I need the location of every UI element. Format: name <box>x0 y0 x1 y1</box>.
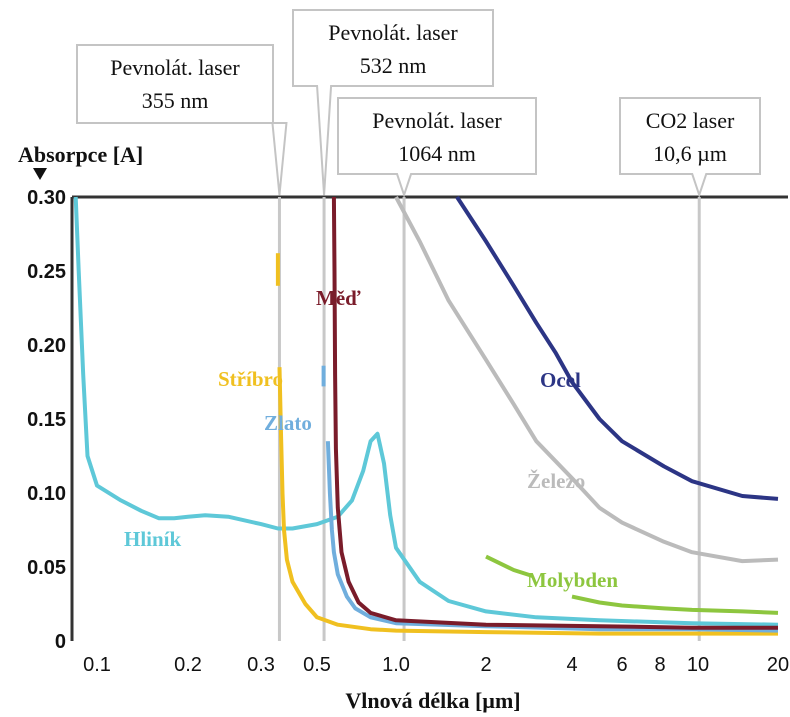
series-labels: Hliník Stříbro Zlato Měď Železo Ocel Molybden <box>124 286 618 592</box>
x-tick-label-3: 0.5 <box>303 654 331 676</box>
series-line-6-1 <box>571 594 779 615</box>
series-2 <box>321 365 779 633</box>
y-tick-label-4: 0.20 <box>27 335 66 357</box>
callout-line2-3: 10,6 µm <box>653 141 727 166</box>
series-line-6-0 <box>485 554 533 578</box>
laser-callouts: Pevnolát. laser 355 nm Pevnolát. laser 532 … <box>76 9 761 199</box>
x-tick-label-10: 20 <box>767 654 789 676</box>
plot-frame <box>70 195 788 641</box>
series-label-2: Zlato <box>264 411 312 435</box>
callout-box-1 <box>292 9 494 196</box>
y-tick-label-1: 0.05 <box>27 557 66 579</box>
series-line-0-0 <box>73 196 779 627</box>
x-tick-label-0: 0.1 <box>83 654 111 676</box>
y-tick-label-6: 0.30 <box>27 187 66 209</box>
series-line-4-0 <box>394 196 779 564</box>
callout-box-3 <box>619 97 761 199</box>
callout-box-0 <box>76 44 288 196</box>
series-line-1-1 <box>277 367 778 636</box>
series-3 <box>331 196 778 630</box>
callout-2: Pevnolát. laser 1064 nm <box>337 97 537 199</box>
callout-0: Pevnolát. laser 355 nm <box>76 44 288 196</box>
x-tick-label-4: 1.0 <box>382 654 410 676</box>
y-axis-arrow-icon <box>33 168 47 180</box>
series-label-0: Hliník <box>124 527 182 551</box>
callout-line2-0: 355 nm <box>142 88 209 113</box>
callout-line1-0: Pevnolát. laser <box>110 55 240 80</box>
series-label-6: Molybden <box>527 568 618 592</box>
x-tick-label-1: 0.2 <box>174 654 202 676</box>
x-tick-label-5: 2 <box>480 654 491 676</box>
series-label-1: Stříbro <box>218 367 283 391</box>
x-tick-label-6: 4 <box>566 654 577 676</box>
x-axis-title: Vlnová délka [µm] <box>345 688 520 713</box>
x-tick-label-7: 6 <box>616 654 627 676</box>
series-line-2-1 <box>325 441 779 633</box>
series-label-5: Ocel <box>540 368 581 392</box>
series-label-4: Železo <box>527 469 585 493</box>
series-line-3-0 <box>331 196 778 630</box>
y-axis-title: Absorpce [A] <box>18 142 143 167</box>
callout-line2-2: 1064 nm <box>398 141 476 166</box>
callout-line1-3: CO2 laser <box>646 108 735 133</box>
callout-line1-2: Pevnolát. laser <box>372 108 502 133</box>
callout-box-2 <box>337 97 537 199</box>
series-label-3: Měď <box>316 286 361 310</box>
callout-1: Pevnolát. laser 532 nm <box>292 9 494 196</box>
x-tick-label-2: 0.3 <box>247 654 275 676</box>
x-tick-label-8: 8 <box>654 654 665 676</box>
series-1 <box>275 253 778 636</box>
series-6 <box>485 554 779 615</box>
series-0 <box>73 196 779 627</box>
laser-lines <box>277 197 701 641</box>
x-tick-label-9: 10 <box>687 654 709 676</box>
y-tick-label-0: 0 <box>55 631 66 653</box>
y-tick-label-2: 0.10 <box>27 483 66 505</box>
y-tick-label-3: 0.15 <box>27 409 66 431</box>
x-axis: 0.1 0.2 0.3 0.5 1.0 2 4 6 8 10 20 <box>83 654 789 676</box>
callout-line2-1: 532 nm <box>360 53 427 78</box>
series-4 <box>394 196 779 564</box>
callout-3: CO2 laser 10,6 µm <box>619 97 761 199</box>
series-line-5-0 <box>455 195 779 501</box>
y-tick-label-5: 0.25 <box>27 261 66 283</box>
series-5 <box>455 195 779 501</box>
series-layer <box>73 195 779 636</box>
callout-line1-1: Pevnolát. laser <box>328 20 458 45</box>
y-axis: 0 0.05 0.10 0.15 0.20 0.25 0.30 <box>27 187 66 653</box>
